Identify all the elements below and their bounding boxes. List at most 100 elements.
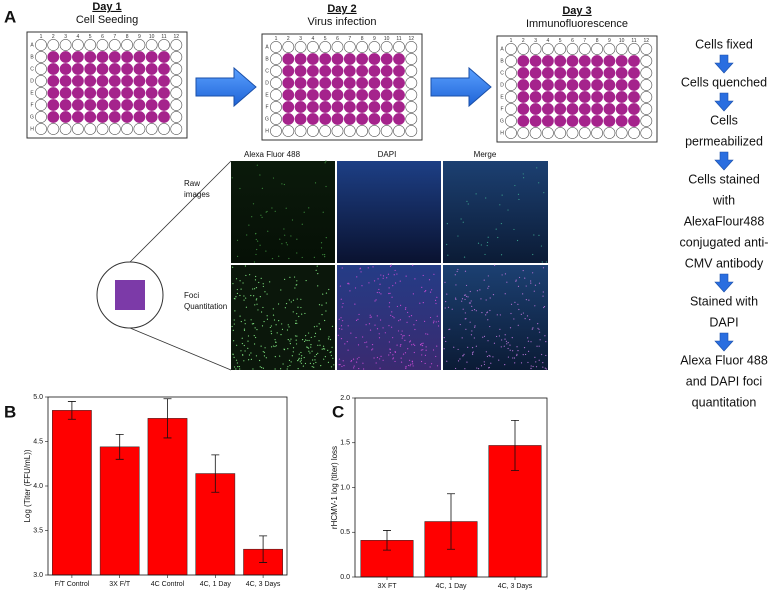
col-label: 2 bbox=[522, 38, 525, 44]
workflow-step: Stained with bbox=[690, 294, 758, 308]
well bbox=[542, 91, 554, 103]
zoom-line bbox=[129, 327, 232, 371]
well bbox=[282, 125, 295, 137]
well bbox=[108, 99, 121, 111]
well bbox=[35, 99, 47, 111]
well bbox=[121, 51, 133, 63]
day-label: Day 1 bbox=[92, 1, 121, 13]
well bbox=[59, 87, 72, 99]
well bbox=[35, 111, 47, 123]
well bbox=[343, 101, 356, 113]
row-label: E bbox=[265, 92, 269, 98]
workflow-step: and DAPI foci bbox=[686, 374, 762, 388]
well bbox=[393, 41, 405, 53]
well bbox=[270, 41, 282, 53]
well bbox=[282, 77, 295, 89]
well bbox=[578, 115, 591, 127]
well bbox=[615, 43, 628, 55]
well bbox=[615, 79, 628, 91]
well bbox=[306, 125, 319, 137]
well bbox=[554, 79, 567, 91]
well bbox=[603, 103, 616, 115]
x-tick-label: 4C, 1 Day bbox=[200, 581, 232, 588]
well bbox=[529, 55, 542, 67]
image-column-label: Alexa Fluor 488 bbox=[244, 150, 301, 159]
row-label: D bbox=[265, 80, 269, 86]
well bbox=[628, 67, 640, 79]
col-label: 10 bbox=[619, 38, 625, 44]
well bbox=[615, 67, 628, 79]
well bbox=[158, 39, 170, 51]
well bbox=[319, 113, 332, 125]
well bbox=[603, 43, 616, 55]
well bbox=[306, 113, 319, 125]
well bbox=[294, 65, 307, 77]
row-label: F bbox=[500, 106, 503, 112]
panel-label: C bbox=[332, 402, 344, 421]
well bbox=[380, 89, 393, 101]
well bbox=[517, 55, 530, 67]
well bbox=[158, 111, 170, 123]
well bbox=[640, 79, 653, 91]
bar bbox=[52, 410, 92, 576]
col-label: 5 bbox=[559, 38, 562, 44]
well bbox=[282, 41, 295, 53]
well bbox=[505, 127, 517, 139]
well bbox=[121, 123, 133, 135]
well bbox=[145, 63, 158, 75]
well bbox=[72, 111, 84, 123]
well bbox=[158, 75, 170, 87]
well bbox=[306, 41, 319, 53]
well bbox=[282, 101, 295, 113]
well bbox=[368, 125, 381, 137]
row-label: D bbox=[500, 82, 504, 88]
col-label: 8 bbox=[126, 34, 129, 40]
well bbox=[84, 63, 97, 75]
well bbox=[603, 115, 616, 127]
well bbox=[368, 53, 381, 65]
well bbox=[121, 39, 133, 51]
well bbox=[343, 41, 356, 53]
well bbox=[343, 125, 356, 137]
well bbox=[578, 127, 591, 139]
error-bar bbox=[163, 398, 172, 439]
well bbox=[405, 41, 418, 53]
well bbox=[96, 111, 109, 123]
arrow bbox=[430, 66, 492, 108]
well bbox=[615, 115, 628, 127]
well bbox=[517, 67, 530, 79]
col-label: 6 bbox=[571, 38, 574, 44]
col-label: 4 bbox=[312, 36, 315, 42]
well bbox=[393, 101, 405, 113]
col-label: 2 bbox=[52, 34, 55, 40]
well bbox=[603, 55, 616, 67]
well bbox=[47, 51, 60, 63]
col-label: 7 bbox=[583, 38, 586, 44]
down-arrow bbox=[714, 92, 734, 112]
well bbox=[145, 75, 158, 87]
well bbox=[393, 113, 405, 125]
well bbox=[319, 65, 332, 77]
col-label: 3 bbox=[64, 34, 67, 40]
well bbox=[84, 39, 97, 51]
well bbox=[380, 53, 393, 65]
well bbox=[591, 115, 603, 127]
well bbox=[270, 101, 282, 113]
well bbox=[380, 65, 393, 77]
well bbox=[615, 55, 628, 67]
well bbox=[158, 87, 170, 99]
well bbox=[343, 65, 356, 77]
well bbox=[380, 125, 393, 137]
well bbox=[133, 87, 146, 99]
col-label: 3 bbox=[299, 36, 302, 42]
well bbox=[615, 127, 628, 139]
micrograph bbox=[443, 161, 548, 263]
well bbox=[640, 55, 653, 67]
well bbox=[133, 111, 146, 123]
well bbox=[294, 41, 307, 53]
well bbox=[380, 113, 393, 125]
panel-label: B bbox=[4, 402, 16, 421]
row-label: H bbox=[265, 128, 269, 134]
well bbox=[356, 65, 368, 77]
well bbox=[331, 101, 344, 113]
